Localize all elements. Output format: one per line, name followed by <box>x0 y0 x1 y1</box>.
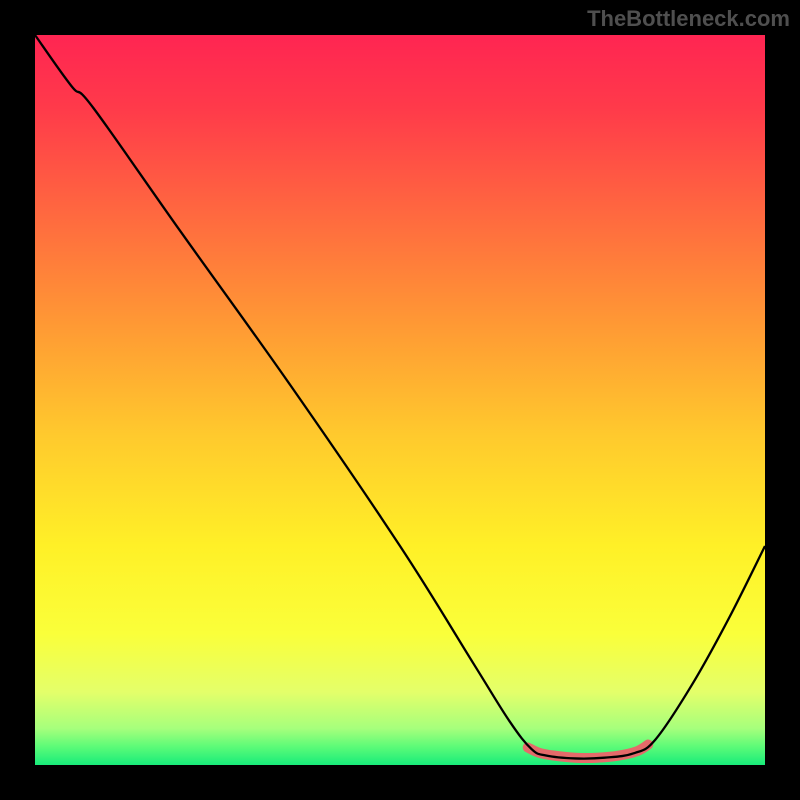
bottleneck-chart <box>0 0 800 800</box>
watermark-text: TheBottleneck.com <box>587 6 790 32</box>
chart-svg <box>0 0 800 800</box>
